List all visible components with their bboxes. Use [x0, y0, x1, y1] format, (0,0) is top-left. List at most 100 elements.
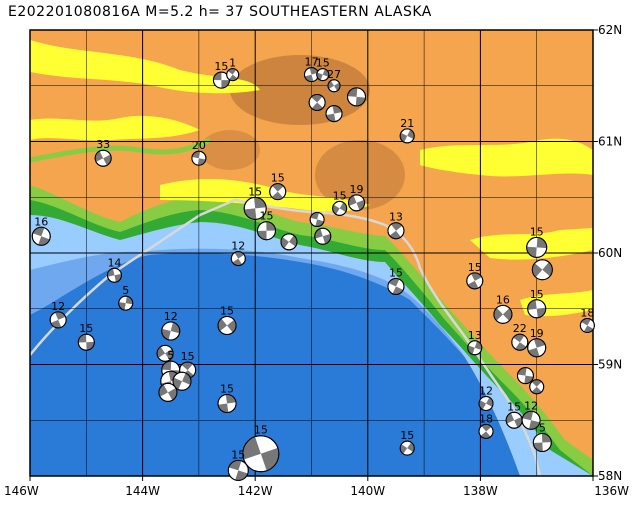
- beachball-rim: [532, 433, 552, 453]
- focal-mechanism: 5: [532, 422, 552, 453]
- event-depth-label: 15: [333, 189, 347, 202]
- beachball-rim: [77, 333, 95, 351]
- event-depth-label: 1: [229, 57, 236, 70]
- focal-mechanism: 15: [387, 266, 405, 295]
- event-depth-label: 16: [34, 215, 48, 228]
- beachball-compression: [388, 278, 404, 295]
- beachball-compression: [257, 221, 276, 240]
- y-tick-label: 62N: [598, 23, 622, 37]
- beachball-rim: [314, 227, 332, 245]
- focal-mechanism: 5: [118, 284, 134, 311]
- beachball-compression: [32, 227, 50, 246]
- beachball-rim: [280, 233, 298, 251]
- event-depth-label: 22: [513, 322, 527, 335]
- beachball-compression: [213, 72, 230, 89]
- focal-mechanism: 12: [161, 310, 181, 341]
- beachball-compression: [531, 379, 542, 394]
- event-depth-label: 15: [400, 429, 414, 442]
- event-depth-label: 19: [530, 327, 544, 340]
- focal-mechanism: [280, 233, 298, 251]
- beachball-compression: [400, 129, 415, 143]
- beachball-rim: [399, 440, 415, 456]
- focal-mechanism: 15: [243, 185, 267, 220]
- event-depth-label: 17: [305, 56, 319, 69]
- focal-mechanism: [172, 371, 192, 391]
- beachball-compression: [314, 228, 331, 244]
- focal-mechanism: 33: [94, 138, 112, 167]
- event-depth-label: 21: [400, 117, 414, 130]
- focal-mechanism: 12: [49, 300, 67, 329]
- beachball-rim: [156, 344, 174, 362]
- event-depth-label: 15: [220, 304, 234, 317]
- beachball-rim: [242, 435, 280, 473]
- beachball-rim: [511, 333, 529, 351]
- beachball-rim: [31, 226, 51, 246]
- beachball-rim: [327, 79, 341, 93]
- focal-mechanism: 19: [348, 183, 366, 212]
- focal-mechanism: [325, 105, 343, 123]
- event-depth-label: 15: [316, 57, 330, 70]
- focal-mechanism: 22: [511, 322, 529, 351]
- focal-mechanism: [158, 382, 178, 402]
- beachball-rim: [49, 311, 67, 329]
- beachball-rim: [348, 194, 366, 212]
- event-depth-label: 14: [107, 256, 121, 269]
- beachball-rim: [529, 379, 545, 395]
- focal-mechanism: 15: [399, 429, 415, 456]
- beachball-rim: [217, 394, 237, 414]
- beachball-rim: [191, 150, 207, 166]
- beachball-compression: [400, 442, 415, 454]
- beachball-rim: [308, 93, 326, 111]
- event-depth-label: 18: [479, 412, 493, 425]
- focal-mechanism: [314, 227, 332, 245]
- event-depth-label: 12: [231, 240, 245, 253]
- beachball-rim: [106, 267, 122, 283]
- beachball-rim: [94, 149, 112, 167]
- y-tick-label: 61N: [598, 135, 622, 149]
- beachball-rim: [332, 200, 348, 216]
- beachball-compression: [192, 151, 206, 166]
- beachball-compression: [467, 272, 482, 289]
- beachball-compression: [228, 460, 248, 481]
- event-depth-label: 15: [389, 266, 403, 279]
- beachball-compression: [311, 94, 324, 111]
- event-depth-label: 15: [530, 225, 544, 238]
- beachball-rim: [256, 221, 276, 241]
- event-depth-label: 18: [580, 306, 594, 319]
- beachball-compression: [332, 202, 347, 215]
- beachball-rim: [526, 236, 548, 258]
- focal-mechanism: [529, 379, 545, 395]
- focal-mechanism: 15: [217, 304, 237, 335]
- beachball-compression: [506, 412, 523, 428]
- x-tick-label: 138W: [463, 484, 498, 498]
- focal-mechanism: 15: [242, 424, 280, 473]
- event-depth-label: 15: [530, 288, 544, 301]
- beachball-compression: [271, 183, 284, 200]
- focal-mechanism: 18: [579, 306, 595, 333]
- river-green: [30, 137, 212, 163]
- beachball-rim: [309, 212, 325, 228]
- beachball-rim: [527, 338, 547, 358]
- event-depth-label: 5: [167, 349, 174, 362]
- event-depth-label: 5: [539, 422, 546, 435]
- beachball-rim: [579, 317, 595, 333]
- beachball-rim: [387, 222, 405, 240]
- beachball-rim: [467, 340, 483, 356]
- event-depth-label: 12: [524, 399, 538, 412]
- beachball-compression: [581, 318, 594, 333]
- event-depth-label: 13: [389, 211, 403, 224]
- event-depth-label: 16: [496, 293, 510, 306]
- focal-mechanism: 1: [226, 57, 240, 82]
- map-title: E202201080816A M=5.2 h= 37 SOUTHEASTERN …: [8, 4, 432, 20]
- beachball-rim: [527, 299, 547, 319]
- beachball-compression: [389, 222, 403, 239]
- upland-terrain: [30, 30, 593, 460]
- y-tick-label: 60N: [598, 246, 622, 260]
- beachball-rim: [217, 315, 237, 335]
- focal-mechanism: 15: [466, 261, 484, 290]
- beachball-rim: [478, 423, 494, 439]
- beachball-rim: [347, 87, 367, 107]
- beachball-compression: [218, 394, 236, 413]
- beachball-rim: [227, 459, 249, 481]
